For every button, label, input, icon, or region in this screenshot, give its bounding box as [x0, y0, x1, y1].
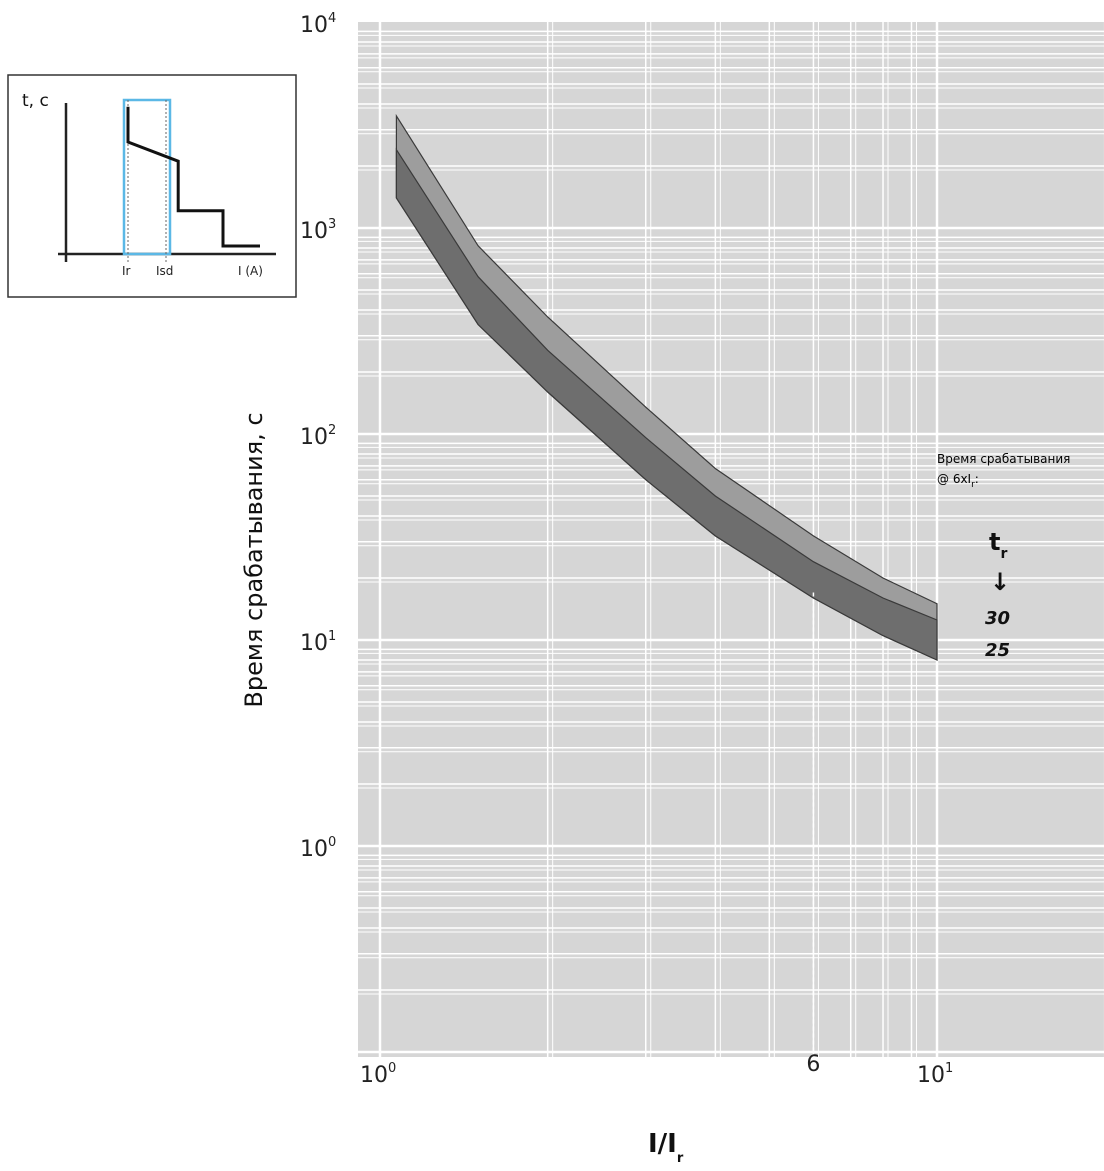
y-tick-label: 104	[300, 11, 336, 38]
marker-label: 6	[806, 1052, 820, 1077]
x-tick-label: 101	[917, 1061, 953, 1088]
inset-step-curve	[126, 106, 260, 248]
trip-bands	[395, 113, 938, 661]
annotation-line-1: Время срабатывания	[937, 452, 1070, 466]
y-tick-label: 101	[300, 629, 336, 656]
setting-label-25: 25	[985, 640, 1010, 661]
inset-x-label: I (A)	[238, 264, 263, 278]
y-tick-label: 100	[300, 835, 336, 862]
setting-label-30: 30	[985, 608, 1010, 629]
inset-y-label: t, c	[22, 91, 49, 111]
x-axis-label: I/Ir	[648, 1129, 684, 1166]
arrow-down-icon: ↓	[990, 568, 1010, 596]
marker-6: 6	[806, 592, 820, 1077]
inset-mark-isd: Isd	[156, 264, 173, 278]
y-tick-label: 103	[300, 217, 336, 244]
x-tick-label: 100	[360, 1061, 396, 1088]
inset-diagram: t, c Ir Isd I (A)	[7, 74, 297, 298]
y-axis-label: Время срабатывания, с	[240, 412, 268, 707]
inset-mark-ir: Ir	[122, 264, 131, 278]
inset-highlight-box	[122, 98, 172, 256]
y-tick-label: 102	[300, 423, 336, 450]
tr-label: tr	[989, 528, 1007, 562]
trip-band-25	[395, 147, 938, 661]
inset-frame	[7, 74, 297, 298]
annotation-line-2: @ 6xIr:	[937, 472, 979, 490]
tick-labels: 104 103 102 101 100 100 101	[300, 11, 953, 1088]
